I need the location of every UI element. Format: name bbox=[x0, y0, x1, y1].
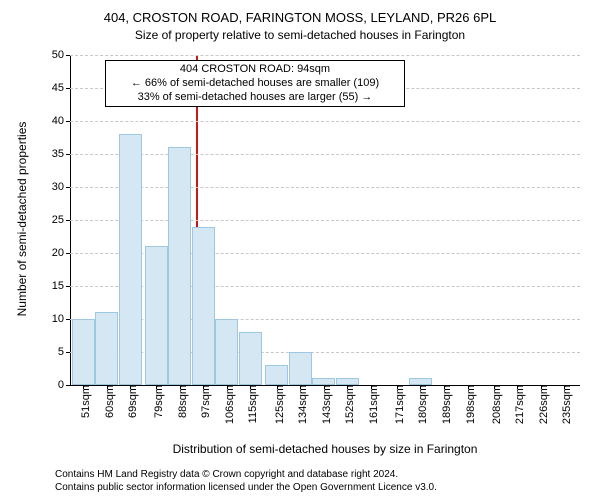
y-tick-label: 45 bbox=[52, 82, 70, 94]
histogram-bar bbox=[215, 319, 238, 385]
x-tick-label: 235sqm bbox=[555, 385, 573, 424]
y-tick-label: 25 bbox=[52, 214, 70, 226]
y-tick-label: 5 bbox=[58, 346, 70, 358]
annotation-box: 404 CROSTON ROAD: 94sqm ← 66% of semi-de… bbox=[105, 60, 405, 107]
y-axis-label: Number of semi-detached properties bbox=[15, 54, 29, 384]
x-tick-label: 208sqm bbox=[485, 385, 503, 424]
x-tick-label: 88sqm bbox=[171, 385, 189, 418]
histogram-bar bbox=[312, 378, 335, 385]
gridline bbox=[70, 187, 580, 188]
histogram-bar bbox=[289, 352, 312, 385]
histogram-bar bbox=[168, 147, 191, 385]
y-tick-label: 35 bbox=[52, 148, 70, 160]
histogram-bar bbox=[192, 227, 215, 385]
y-tick-label: 30 bbox=[52, 181, 70, 193]
chart-title: 404, CROSTON ROAD, FARINGTON MOSS, LEYLA… bbox=[0, 10, 600, 25]
x-tick-label: 189sqm bbox=[435, 385, 453, 424]
gridline bbox=[70, 154, 580, 155]
histogram-bar bbox=[119, 134, 142, 385]
x-tick-label: 134sqm bbox=[291, 385, 309, 424]
x-tick-label: 152sqm bbox=[338, 385, 356, 424]
histogram-bar bbox=[72, 319, 95, 385]
gridline bbox=[70, 55, 580, 56]
x-tick-label: 115sqm bbox=[241, 385, 259, 423]
annotation-line-2: ← 66% of semi-detached houses are smalle… bbox=[110, 77, 400, 91]
x-tick-label: 171sqm bbox=[388, 385, 406, 424]
histogram-bar bbox=[95, 312, 118, 385]
x-axis-label: Distribution of semi-detached houses by … bbox=[70, 442, 580, 456]
gridline bbox=[70, 121, 580, 122]
x-tick-label: 198sqm bbox=[459, 385, 477, 424]
x-tick-label: 51sqm bbox=[74, 385, 92, 418]
x-tick-label: 125sqm bbox=[268, 385, 286, 424]
gridline bbox=[70, 220, 580, 221]
x-tick-label: 60sqm bbox=[98, 385, 116, 418]
x-tick-label: 79sqm bbox=[147, 385, 165, 418]
y-tick-label: 15 bbox=[52, 280, 70, 292]
x-tick-label: 226sqm bbox=[532, 385, 550, 424]
x-tick-label: 106sqm bbox=[218, 385, 236, 424]
x-tick-label: 143sqm bbox=[315, 385, 333, 424]
chart-subtitle: Size of property relative to semi-detach… bbox=[0, 28, 600, 42]
y-tick-label: 0 bbox=[58, 379, 70, 391]
footer-line-1: Contains HM Land Registry data © Crown c… bbox=[55, 468, 437, 481]
y-tick-label: 50 bbox=[52, 49, 70, 61]
histogram-bar bbox=[336, 378, 359, 385]
x-tick-label: 97sqm bbox=[194, 385, 212, 418]
annotation-line-1: 404 CROSTON ROAD: 94sqm bbox=[110, 63, 400, 77]
histogram-chart: 404, CROSTON ROAD, FARINGTON MOSS, LEYLA… bbox=[0, 0, 600, 500]
x-tick-label: 217sqm bbox=[508, 385, 526, 424]
annotation-line-3: 33% of semi-detached houses are larger (… bbox=[110, 91, 400, 105]
x-tick-label: 180sqm bbox=[411, 385, 429, 424]
y-tick-label: 10 bbox=[52, 313, 70, 325]
y-tick-label: 20 bbox=[52, 247, 70, 259]
y-tick-label: 40 bbox=[52, 115, 70, 127]
x-tick-label: 69sqm bbox=[121, 385, 139, 418]
x-tick-label: 161sqm bbox=[362, 385, 380, 424]
histogram-bar bbox=[145, 246, 168, 385]
histogram-bar bbox=[239, 332, 262, 385]
footer-attribution: Contains HM Land Registry data © Crown c… bbox=[55, 468, 437, 494]
footer-line-2: Contains public sector information licen… bbox=[55, 481, 437, 494]
histogram-bar bbox=[265, 365, 288, 385]
histogram-bar bbox=[409, 378, 432, 385]
